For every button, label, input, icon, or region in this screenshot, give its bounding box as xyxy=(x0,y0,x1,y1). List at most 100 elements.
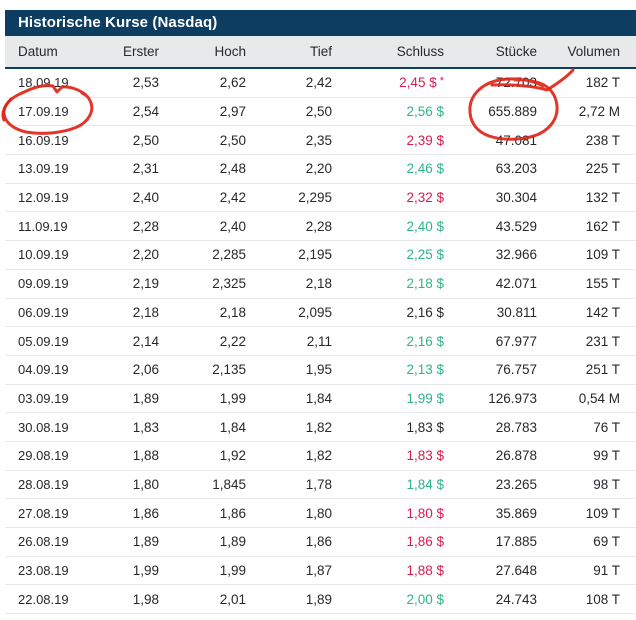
cell-tief: 2,295 xyxy=(251,183,337,213)
cell-erster: 1,88 xyxy=(100,441,164,471)
cell-tief: 2,50 xyxy=(251,97,337,127)
cell-schluss: 1,84 $ xyxy=(337,470,449,500)
cell-volumen: 0,54 M xyxy=(542,384,636,414)
cell-datum: 11.09.19 xyxy=(5,211,100,242)
table-row: 28.08.19 1,80 1,845 1,78 1,84 $ 23.265 98 T xyxy=(5,470,636,500)
cell-datum: 18.09.19 xyxy=(5,68,100,98)
cell-schluss: 2,39 $ xyxy=(337,125,449,156)
cell-tief: 2,28 xyxy=(251,211,337,242)
historical-prices-widget: Historische Kurse (Nasdaq) Datum Erster … xyxy=(5,10,636,615)
cell-volumen: 142 T xyxy=(542,298,636,328)
cell-volumen: 109 T xyxy=(542,240,636,270)
cell-hoch: 1,92 xyxy=(164,441,251,471)
close-price: 2,16 $ xyxy=(406,304,444,320)
cell-datum: 03.09.19 xyxy=(5,384,100,414)
cell-erster: 1,98 xyxy=(100,584,164,615)
close-price-footnote: * xyxy=(439,75,444,88)
cell-erster: 1,86 xyxy=(100,498,164,528)
cell-datum: 16.09.19 xyxy=(5,125,100,156)
close-price: 2,56 $ xyxy=(406,104,444,120)
close-price: 1,86 $ xyxy=(406,534,444,550)
cell-stuecke: 42.071 xyxy=(449,269,542,299)
cell-stuecke: 655.889 xyxy=(449,97,542,127)
close-price: 1,99 $ xyxy=(406,390,444,406)
column-header-datum: Datum xyxy=(5,36,100,69)
cell-schluss: 2,16 $ xyxy=(337,326,449,356)
table-row: 29.08.19 1,88 1,92 1,82 1,83 $ 26.878 99 T xyxy=(5,441,636,471)
cell-schluss: 2,13 $ xyxy=(337,355,449,385)
cell-tief: 1,82 xyxy=(251,441,337,471)
cell-stuecke: 28.783 xyxy=(449,412,542,442)
column-header-tief: Tief xyxy=(251,36,337,69)
cell-erster: 2,53 xyxy=(100,68,164,98)
cell-datum: 23.08.19 xyxy=(5,556,100,586)
table-row: 30.08.19 1,83 1,84 1,82 1,83 $ 28.783 76 T xyxy=(5,412,636,442)
cell-schluss: 1,86 $ xyxy=(337,527,449,557)
cell-hoch: 2,135 xyxy=(164,355,251,385)
cell-stuecke: 17.885 xyxy=(449,527,542,557)
cell-schluss: 1,83 $ xyxy=(337,441,449,471)
cell-tief: 2,20 xyxy=(251,154,337,184)
cell-hoch: 1,89 xyxy=(164,527,251,557)
table-row: 03.09.19 1,89 1,99 1,84 1,99 $ 126.973 0,54 M xyxy=(5,384,636,414)
cell-datum: 28.08.19 xyxy=(5,470,100,500)
table-row: 04.09.19 2,06 2,135 1,95 2,13 $ 76.757 251 T xyxy=(5,355,636,385)
cell-hoch: 2,22 xyxy=(164,326,251,356)
cell-datum: 22.08.19 xyxy=(5,584,100,615)
table-row: 10.09.19 2,20 2,285 2,195 2,25 $ 32.966 109 T xyxy=(5,240,636,270)
cell-tief: 1,95 xyxy=(251,355,337,385)
cell-stuecke: 30.811 xyxy=(449,298,542,328)
cell-stuecke: 126.973 xyxy=(449,384,542,414)
cell-volumen: 132 T xyxy=(542,183,636,213)
cell-volumen: 231 T xyxy=(542,326,636,356)
cell-stuecke: 43.529 xyxy=(449,211,542,242)
cell-erster: 2,20 xyxy=(100,240,164,270)
cell-erster: 1,80 xyxy=(100,470,164,500)
cell-schluss: 2,25 $ xyxy=(337,240,449,270)
close-price: 1,88 $ xyxy=(406,563,444,579)
close-price: 2,00 $ xyxy=(406,591,444,607)
table-row: 09.09.19 2,19 2,325 2,18 2,18 $ 42.071 155 T xyxy=(5,269,636,299)
close-price: 1,80 $ xyxy=(406,505,444,521)
table-header-row: Datum Erster Hoch Tief Schluss Stücke Vo… xyxy=(5,36,636,69)
cell-erster: 2,31 xyxy=(100,154,164,184)
cell-hoch: 2,50 xyxy=(164,125,251,156)
cell-tief: 2,095 xyxy=(251,298,337,328)
column-header-schluss: Schluss xyxy=(337,36,449,69)
cell-datum: 30.08.19 xyxy=(5,412,100,442)
table-row: 05.09.19 2,14 2,22 2,11 2,16 $ 67.977 231 T xyxy=(5,326,636,356)
cell-erster: 2,14 xyxy=(100,326,164,356)
cell-hoch: 2,42 xyxy=(164,183,251,213)
cell-tief: 1,86 xyxy=(251,527,337,557)
cell-hoch: 1,84 xyxy=(164,412,251,442)
cell-stuecke: 67.977 xyxy=(449,326,542,356)
table-row: 22.08.19 1,98 2,01 1,89 2,00 $ 24.743 108 T xyxy=(5,584,636,615)
close-price: 2,32 $ xyxy=(406,190,444,206)
cell-volumen: 91 T xyxy=(542,556,636,586)
cell-stuecke: 72.703 xyxy=(449,68,542,98)
cell-erster: 2,06 xyxy=(100,355,164,385)
cell-stuecke: 30.304 xyxy=(449,183,542,213)
cell-stuecke: 32.966 xyxy=(449,240,542,270)
cell-schluss: 2,40 $ xyxy=(337,211,449,242)
cell-datum: 06.09.19 xyxy=(5,298,100,328)
cell-volumen: 108 T xyxy=(542,584,636,615)
table-body: 18.09.19 2,53 2,62 2,42 2,45 $ * 72.703 182 T 17… xyxy=(5,68,636,615)
table-row: 17.09.19 2,54 2,97 2,50 2,56 $ 655.889 2,72 M xyxy=(5,97,636,127)
cell-datum: 04.09.19 xyxy=(5,355,100,385)
cell-erster: 1,83 xyxy=(100,412,164,442)
cell-hoch: 2,40 xyxy=(164,211,251,242)
cell-volumen: 182 T xyxy=(542,68,636,98)
cell-hoch: 1,99 xyxy=(164,556,251,586)
cell-erster: 1,89 xyxy=(100,384,164,414)
table-row: 23.08.19 1,99 1,99 1,87 1,88 $27.648 91 T xyxy=(5,556,636,586)
table-row: 18.09.19 2,53 2,62 2,42 2,45 $ * 72.703 182 T xyxy=(5,68,636,98)
cell-schluss: 2,45 $ * xyxy=(337,68,449,98)
close-price: 1,84 $ xyxy=(406,476,444,492)
cell-erster: 2,54 xyxy=(100,97,164,127)
cell-datum: 09.09.19 xyxy=(5,269,100,299)
cell-datum: 26.08.19 xyxy=(5,527,100,557)
table-row: 13.09.19 2,31 2,48 2,20 2,46 $ 63.203 225 T xyxy=(5,154,636,184)
cell-volumen: 251 T xyxy=(542,355,636,385)
table-row: 16.09.19 2,50 2,50 2,35 2,39 $47.081 238 T xyxy=(5,125,636,156)
